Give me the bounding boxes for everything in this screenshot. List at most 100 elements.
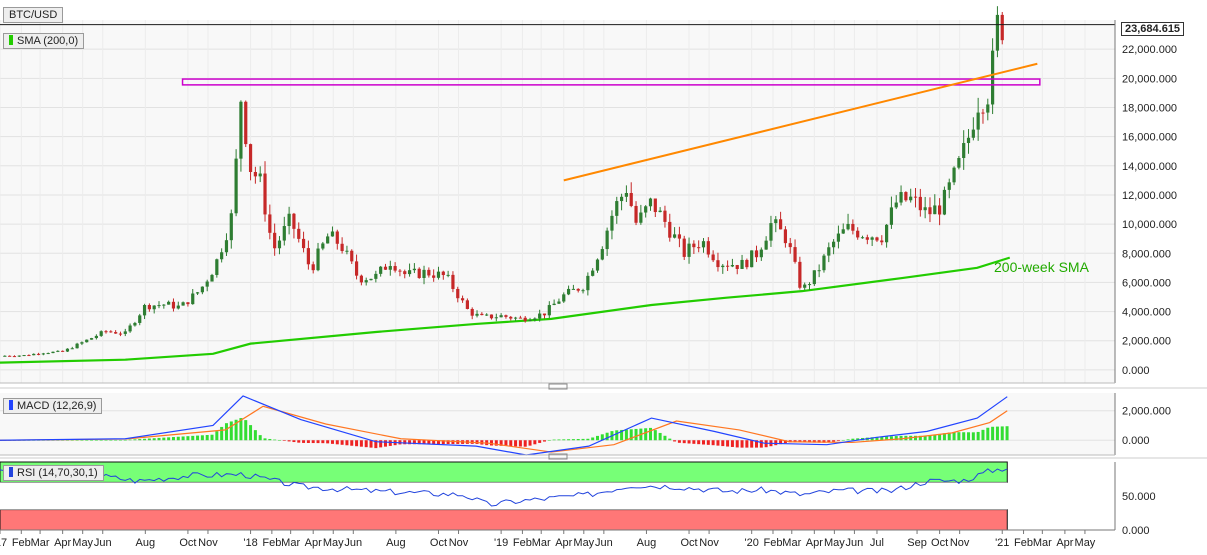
candle-down: [253, 172, 257, 177]
macd-histogram-bar: [489, 440, 493, 446]
macd-histogram-bar: [889, 436, 893, 441]
candle-down: [634, 205, 638, 223]
price-y-tick: 20,000.000: [1122, 73, 1177, 85]
macd-histogram-bar: [143, 438, 147, 441]
candle-up: [475, 313, 479, 316]
rsi-swatch: [9, 467, 13, 477]
y-axis-ticks: 0.000 2,000.000 4,000.000 6,000.000 8,000.00…: [1122, 44, 1177, 537]
macd-histogram-bar: [311, 440, 315, 444]
x-tick-label: May: [72, 537, 93, 549]
candle-down: [432, 275, 436, 278]
macd-histogram-bar: [123, 439, 127, 441]
macd-histogram-bar: [663, 435, 667, 441]
macd-histogram-bar: [118, 439, 122, 441]
x-tick-label: Aug: [136, 537, 156, 549]
x-tick-label: Jun: [344, 537, 362, 549]
macd-histogram-bar: [504, 440, 508, 447]
macd-histogram-bar: [981, 429, 985, 441]
candle-up: [933, 205, 937, 215]
macd-histogram-bar: [152, 438, 156, 441]
macd-histogram-bar: [104, 439, 108, 441]
macd-histogram-bar: [176, 436, 180, 441]
candle-up: [885, 224, 889, 243]
candle-up: [812, 270, 816, 285]
candle-up: [846, 223, 850, 230]
x-tick-label: Feb: [12, 537, 31, 549]
candle-up: [971, 129, 975, 138]
candle-up: [952, 167, 956, 183]
macd-histogram-bar: [229, 421, 233, 441]
macd-histogram-bar: [379, 440, 383, 448]
macd-histogram-bar: [711, 440, 715, 446]
macd-histogram-bar: [533, 440, 537, 445]
symbol-tag[interactable]: BTC/USD: [3, 7, 64, 23]
candle-up: [957, 158, 961, 168]
candle-down: [460, 298, 465, 301]
macd-histogram-bar: [885, 436, 889, 441]
macd-histogram-bar: [359, 440, 363, 447]
candle-up: [619, 196, 624, 202]
trendline-layer: [0, 24, 1115, 182]
macd-panel-bg: [0, 393, 1115, 455]
macd-histogram-bar: [220, 426, 224, 441]
candle-up: [566, 288, 571, 295]
candle-down: [8, 355, 12, 357]
candle-up: [774, 219, 778, 224]
candle-up: [730, 265, 735, 267]
macd-histogram-bar: [56, 440, 60, 441]
candle-down: [441, 271, 445, 276]
candle-up: [22, 355, 26, 357]
macd-histogram-bar: [562, 439, 566, 441]
x-tick-label: Mar: [31, 537, 50, 549]
macd-histogram-bar: [538, 440, 542, 443]
candle-down: [856, 230, 860, 238]
candle-down: [292, 213, 296, 229]
price-y-tick: 16,000.000: [1122, 132, 1177, 144]
macd-histogram-bar: [557, 439, 561, 441]
x-tick-label: Nov: [198, 537, 218, 549]
macd-histogram-bar: [774, 440, 778, 446]
macd-histogram-bar: [258, 435, 262, 441]
macd-tag[interactable]: MACD (12,26,9): [3, 398, 103, 414]
macd-histogram-bar: [446, 440, 450, 444]
candle-down: [489, 314, 494, 319]
macd-histogram-bar: [697, 440, 701, 445]
macd-histogram-bar: [355, 440, 359, 447]
candle-down: [692, 243, 696, 248]
macd-histogram-bar: [403, 440, 407, 445]
macd-histogram-bar: [249, 425, 253, 441]
candle-down: [783, 229, 788, 244]
candle-up: [167, 301, 171, 305]
rsi-tag[interactable]: RSI (14,70,30,1): [3, 465, 104, 481]
candle-down: [851, 223, 855, 231]
candle-down: [268, 214, 272, 233]
candle-up: [991, 50, 995, 105]
candle-up: [547, 305, 551, 316]
candle-up: [258, 173, 262, 177]
macd-histogram-bar: [856, 438, 860, 441]
macd-histogram-bar: [648, 427, 652, 441]
macd-histogram-bar: [292, 440, 296, 443]
macd-histogram-bar: [128, 439, 132, 441]
candle-up: [407, 270, 412, 275]
candle-up: [836, 233, 841, 242]
sma-tag[interactable]: SMA (200,0): [3, 33, 85, 49]
macd-histogram-bar: [547, 440, 551, 441]
candle-up: [41, 353, 45, 355]
x-tick-label: Nov: [950, 537, 970, 549]
candle-down: [880, 240, 884, 243]
candle-up: [123, 331, 127, 334]
candle-down: [677, 234, 682, 239]
macd-histogram-bar: [171, 437, 175, 441]
macd-histogram-bar: [147, 438, 151, 441]
candle-up: [436, 271, 441, 278]
candle-up: [176, 305, 180, 309]
x-tick-label: Mar: [1033, 537, 1052, 549]
candle-up: [995, 14, 1000, 51]
candle-down: [393, 266, 397, 271]
candle-down: [61, 350, 65, 352]
macd-histogram-bar: [80, 440, 84, 441]
x-tick-label: Jun: [94, 537, 112, 549]
candle-down: [668, 221, 672, 238]
candle-up: [571, 288, 576, 290]
